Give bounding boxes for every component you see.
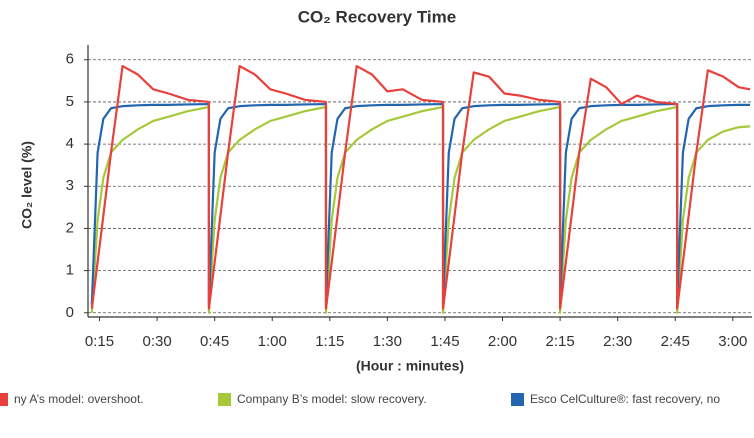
- x-tick-label: 2:45: [661, 333, 690, 350]
- x-tick-label: 1:15: [315, 333, 344, 350]
- legend-label: ny A’s model: overshoot.: [14, 392, 144, 406]
- y-tick-label: 0: [66, 304, 74, 321]
- x-tick-label: 0:30: [142, 333, 171, 350]
- legend-label: Esco CelCulture®: fast recovery, no: [530, 392, 720, 406]
- x-tick-label: 3:00: [718, 333, 747, 350]
- y-tick-label: 3: [66, 177, 74, 194]
- data-line: [90, 102, 751, 306]
- legend-swatch: [0, 393, 8, 406]
- x-tick-label: 1:45: [430, 333, 459, 350]
- x-tick-label: 2:15: [545, 333, 574, 350]
- y-axis-label: CO₂ level (%): [19, 141, 35, 229]
- legend-swatch: [218, 393, 231, 406]
- x-tick-label: 0:15: [85, 333, 114, 350]
- x-tick-label: 2:00: [488, 333, 517, 350]
- x-tick-label: 0:45: [200, 333, 229, 350]
- x-tick-label: 1:00: [258, 333, 287, 350]
- chart-title: CO₂ Recovery Time: [298, 7, 456, 26]
- y-tick-label: 5: [66, 93, 74, 110]
- y-tick-label: 4: [66, 135, 74, 152]
- data-line: [90, 105, 751, 314]
- x-tick-label: 2:30: [603, 333, 632, 350]
- data-line: [90, 64, 751, 310]
- y-tick-label: 6: [66, 51, 74, 68]
- x-tick-label: 1:30: [373, 333, 402, 350]
- y-tick-label: 1: [66, 262, 74, 279]
- legend-label: Company B’s model: slow recovery.: [237, 392, 427, 406]
- y-tick-label: 2: [66, 219, 74, 236]
- legend-swatch: [511, 393, 524, 406]
- x-axis-label: (Hour : minutes): [356, 358, 464, 374]
